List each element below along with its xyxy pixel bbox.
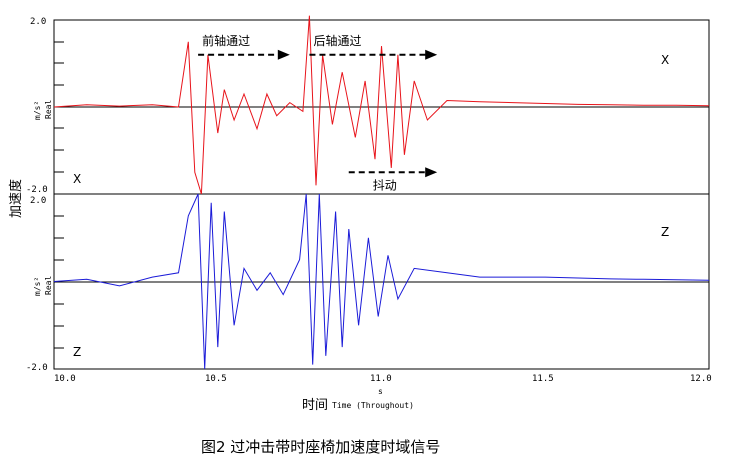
xtick-11-0: 11.0 bbox=[370, 374, 392, 384]
x-ytick-top: 2.0 bbox=[30, 17, 46, 27]
xtick-10-5: 10.5 bbox=[205, 374, 227, 384]
figure-caption: 图2 过冲击带时座椅加速度时域信号 bbox=[201, 438, 440, 456]
x-axis-label-cn: 时间 bbox=[302, 398, 328, 413]
xtick-10-0: 10.0 bbox=[54, 374, 76, 384]
z-ylabel-part: Real bbox=[44, 276, 53, 295]
z-channel-label-left: Z bbox=[73, 345, 81, 359]
annotation-arrow-head bbox=[277, 49, 290, 60]
z-ytick-top: 2.0 bbox=[30, 196, 46, 206]
x-channel-label-left: X bbox=[73, 172, 81, 186]
z-channel-label-right: Z bbox=[661, 225, 669, 239]
x-channel-label-right: X bbox=[661, 53, 669, 67]
annotation-arrow-head bbox=[425, 49, 438, 60]
y-minor-ticks bbox=[54, 41, 64, 349]
y-axis-label: 加速度 bbox=[8, 179, 24, 218]
z-ylabel-unit: m/s² bbox=[33, 277, 42, 296]
x-ylabel-unit: m/s² bbox=[33, 101, 42, 120]
annotation-label: 抖动 bbox=[373, 178, 397, 192]
annotation-arrow-head bbox=[425, 167, 438, 178]
annotation-label: 后轴通过 bbox=[313, 33, 361, 48]
x-axis-unit: s bbox=[378, 387, 383, 396]
xtick-12-0: 12.0 bbox=[690, 374, 712, 384]
annotation-label: 前轴通过 bbox=[202, 33, 250, 48]
x-axis-label-en: Time (Throughout) bbox=[332, 401, 414, 410]
x-ytick-bottom: -2.0 bbox=[26, 185, 48, 195]
xtick-11-5: 11.5 bbox=[532, 374, 554, 384]
x-acceleration-series bbox=[53, 15, 710, 195]
z-ytick-bottom: -2.0 bbox=[26, 363, 48, 373]
z-acceleration-series bbox=[53, 193, 710, 370]
x-ylabel-part: Real bbox=[44, 100, 53, 119]
